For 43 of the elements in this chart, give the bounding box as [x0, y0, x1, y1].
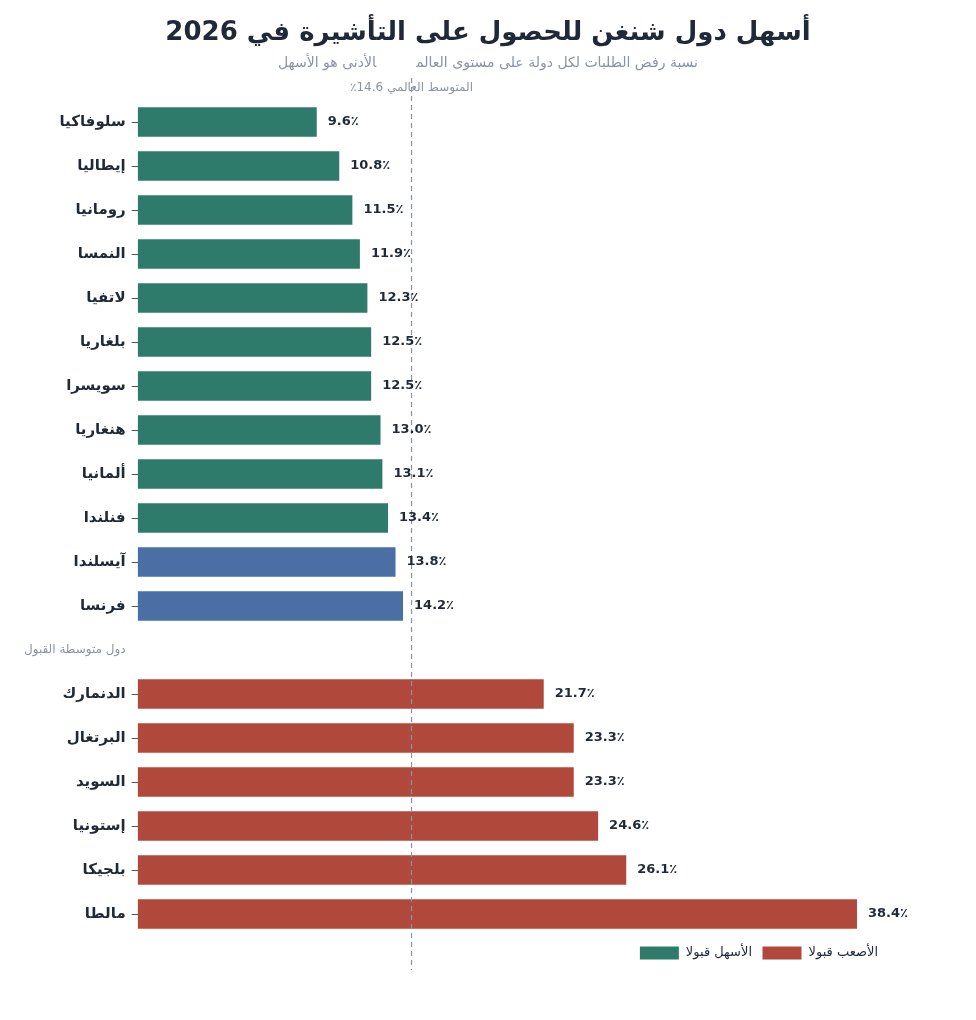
y-tick-label: سلوفاكيا: [59, 111, 126, 130]
y-tick-label: الدنمارك: [62, 683, 126, 702]
y-tick-label: بلجيكا: [82, 859, 126, 878]
data-label: 9.6٪: [327, 113, 359, 129]
data-label: 24.6٪: [609, 817, 650, 833]
legend-label: الأصعب قبولا: [808, 943, 879, 961]
chart-subtitle: نسبة رفض الطلبات لكل دولة على مستوى العالم: [416, 54, 698, 70]
y-tick-label: هنغاريا: [75, 419, 126, 438]
data-label: 10.8٪: [350, 157, 391, 173]
text: الأدنى هو الأسهل: [277, 54, 377, 70]
y-tick-label: فنلندا: [83, 507, 126, 526]
y-tick-label: إيطاليا: [77, 155, 126, 174]
ref-line-label: المتوسط العالمي 14.6٪: [350, 80, 474, 96]
chart-title: أسهل دول شنغن للحصول على التأشيرة في 2026: [164, 16, 812, 46]
y-tick-label: مالطا: [84, 903, 126, 922]
y-tick-label: البرتغال: [66, 727, 126, 746]
data-label: 13.1٪: [393, 465, 434, 481]
y-tick-label: ألمانيا: [81, 462, 126, 482]
data-label: 12.3٪: [378, 289, 419, 305]
data-label: 13.4٪: [399, 509, 440, 525]
data-label: 21.7٪: [554, 685, 595, 701]
data-label: 23.3٪: [584, 773, 625, 789]
y-tick-label: فرنسا: [79, 595, 126, 614]
legend-label: الأسهل قبولا: [685, 943, 752, 961]
data-label: 26.1٪: [637, 861, 678, 877]
y-tick-label: النمسا: [77, 243, 126, 262]
data-label: 11.5٪: [363, 201, 404, 217]
data-label: 13.0٪: [391, 421, 432, 437]
data-label: 12.5٪: [382, 333, 423, 349]
data-label: 38.4٪: [867, 905, 909, 921]
y-tick-label: سويسرا: [66, 375, 126, 394]
y-tick-label: بلغاريا: [79, 331, 126, 350]
data-label: 13.8٪: [406, 553, 447, 569]
y-tick-label: رومانيا: [75, 199, 126, 218]
y-tick-label: آيسلندا: [73, 551, 127, 570]
data-label: 11.9٪: [370, 245, 411, 261]
data-label: 12.5٪: [382, 377, 423, 393]
y-tick-label: السويد: [75, 771, 126, 790]
y-tick-label: إستونيا: [72, 815, 126, 834]
y-tick-label: لاتفيا: [86, 287, 126, 306]
data-label: 23.3٪: [584, 729, 625, 745]
y-tick-label: دول متوسطة القبول: [23, 642, 126, 658]
data-label: 14.2٪: [414, 597, 455, 613]
